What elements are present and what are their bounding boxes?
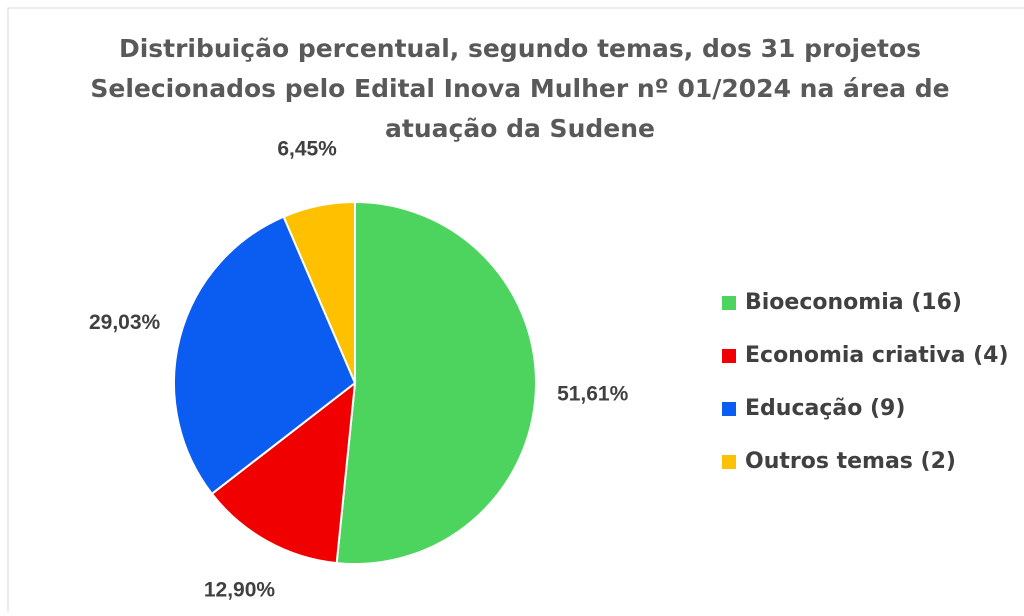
data-label: 12,90% bbox=[204, 579, 276, 602]
chart-title: Selecionados pelo Edital Inova Mulher nº… bbox=[90, 74, 949, 103]
legend-swatch bbox=[722, 455, 736, 469]
pie-slice bbox=[335, 200, 537, 565]
data-label: 29,03% bbox=[89, 311, 161, 334]
legend-label: Educação (9) bbox=[745, 396, 905, 421]
pie-slice bbox=[210, 380, 357, 565]
data-label: 6,45% bbox=[277, 137, 337, 160]
legend-swatch bbox=[722, 296, 736, 310]
legend-swatch bbox=[722, 349, 736, 363]
pie-slice bbox=[282, 200, 356, 384]
legend-swatch bbox=[722, 402, 736, 416]
chart-title: Distribuição percentual, segundo temas, … bbox=[119, 34, 921, 63]
chart-title: atuação da Sudene bbox=[385, 114, 655, 143]
legend-label: Bioeconomia (16) bbox=[745, 290, 962, 315]
legend-label: Outros temas (2) bbox=[745, 449, 956, 474]
legend-label: Economia criativa (4) bbox=[745, 343, 1009, 368]
data-label: 51,61% bbox=[557, 383, 629, 406]
pie-slice bbox=[173, 215, 357, 496]
